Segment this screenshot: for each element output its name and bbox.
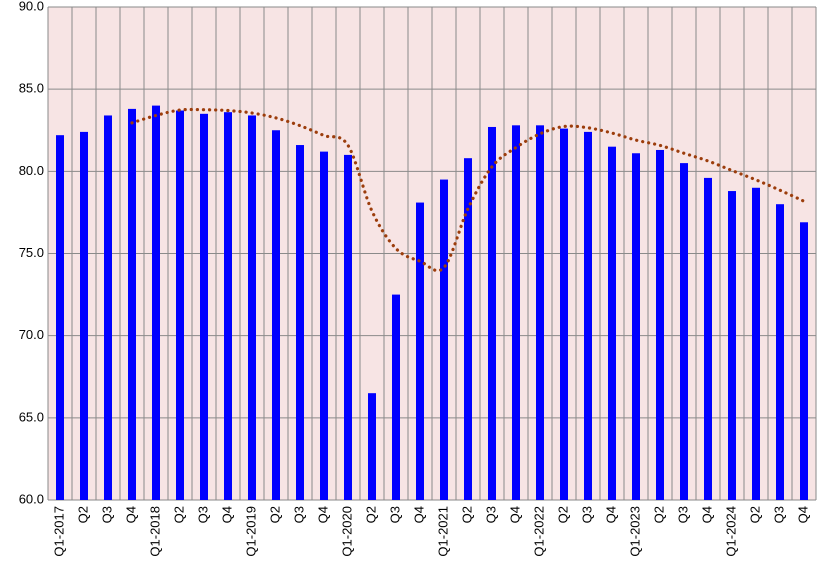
x-tick-label: Q2 xyxy=(75,506,90,523)
x-tick-label: Q2 xyxy=(267,506,282,523)
y-tick-label: 90.0 xyxy=(19,0,44,13)
bar xyxy=(248,115,256,501)
bar xyxy=(632,153,640,501)
x-tick-label: Q1-2024 xyxy=(723,506,738,557)
x-tick-label: Q1-2022 xyxy=(531,506,546,557)
bar xyxy=(536,125,544,500)
bar xyxy=(128,108,136,501)
y-tick-label: 75.0 xyxy=(19,245,44,260)
bar xyxy=(152,105,160,500)
bar xyxy=(392,294,400,500)
x-tick-label: Q2 xyxy=(459,506,474,523)
x-tick-label: Q4 xyxy=(507,506,522,523)
x-tick-label: Q3 xyxy=(579,506,594,523)
x-tick-label: Q1-2017 xyxy=(51,506,66,557)
bar xyxy=(560,128,568,500)
x-tick-label: Q4 xyxy=(795,506,810,523)
y-tick-label: 70.0 xyxy=(19,327,44,342)
bar xyxy=(512,125,520,500)
x-tick-label: Q4 xyxy=(699,506,714,523)
x-tick-label: Q3 xyxy=(771,506,786,523)
x-tick-label: Q1-2018 xyxy=(147,506,162,557)
y-tick-label: 80.0 xyxy=(19,163,44,178)
x-tick-label: Q1-2021 xyxy=(435,506,450,557)
x-tick-label: Q3 xyxy=(291,506,306,523)
bar xyxy=(272,130,280,500)
bar xyxy=(656,149,664,500)
x-tick-label: Q4 xyxy=(315,506,330,523)
bar xyxy=(488,126,496,501)
x-tick-label: Q1-2020 xyxy=(339,506,354,557)
bar xyxy=(752,187,760,500)
bar xyxy=(200,113,208,501)
x-tick-label: Q4 xyxy=(603,506,618,523)
bar xyxy=(704,177,712,500)
bar xyxy=(608,146,616,500)
bar xyxy=(776,204,784,500)
bar xyxy=(344,154,352,500)
x-tick-label: Q4 xyxy=(411,506,426,523)
x-tick-label: Q4 xyxy=(123,506,138,523)
bar xyxy=(80,131,88,501)
x-tick-label: Q2 xyxy=(555,506,570,523)
x-tick-label: Q3 xyxy=(387,506,402,523)
x-tick-label: Q2 xyxy=(363,506,378,523)
x-tick-label: Q1-2019 xyxy=(243,506,258,557)
trend-line xyxy=(130,107,806,273)
x-tick-label: Q2 xyxy=(747,506,762,523)
x-tick-label: Q3 xyxy=(99,506,114,523)
bar xyxy=(224,112,232,500)
bar xyxy=(416,202,424,500)
bar xyxy=(296,145,304,501)
bar xyxy=(320,151,328,500)
bar xyxy=(368,393,376,500)
bar xyxy=(584,131,592,501)
y-tick-label: 85.0 xyxy=(19,81,44,96)
bar xyxy=(176,110,184,500)
y-tick-label: 60.0 xyxy=(19,491,44,506)
bar xyxy=(464,158,472,501)
x-tick-label: Q4 xyxy=(219,506,234,523)
x-tick-label: Q2 xyxy=(651,506,666,523)
bar xyxy=(440,179,448,501)
bar xyxy=(728,191,736,500)
x-tick-label: Q3 xyxy=(483,506,498,523)
bar xyxy=(800,222,808,500)
bar xyxy=(56,135,64,500)
x-tick-label: Q3 xyxy=(675,506,690,523)
x-tick-label: Q2 xyxy=(171,506,186,523)
y-tick-label: 65.0 xyxy=(19,409,44,424)
bar xyxy=(680,163,688,500)
bar xyxy=(104,115,112,501)
x-tick-label: Q1-2023 xyxy=(627,506,642,557)
x-tick-label: Q3 xyxy=(195,506,210,523)
